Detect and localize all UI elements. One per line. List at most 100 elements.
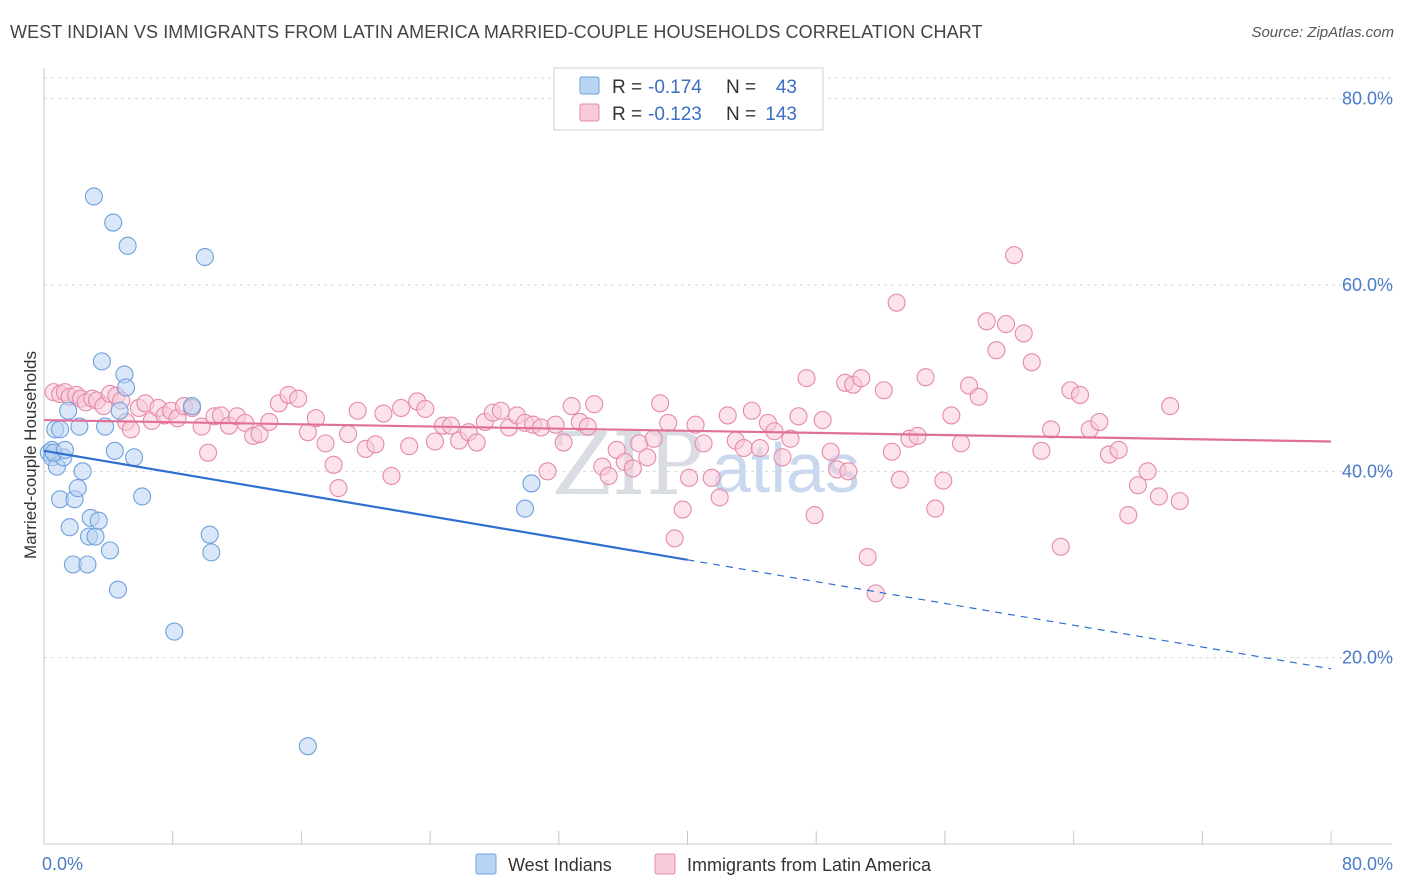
latin-america-point-42 xyxy=(339,424,358,444)
latin-america-point-129 xyxy=(1042,420,1061,439)
west-indians-point-36 xyxy=(200,525,219,544)
west-indians-point-38 xyxy=(298,737,317,756)
latin-america-point-123 xyxy=(987,341,1006,360)
west-indians-point-25 xyxy=(105,441,124,460)
west-indians-point-33 xyxy=(165,622,184,641)
latin-america-point-130 xyxy=(1051,537,1070,556)
latin-america-point-80 xyxy=(644,429,663,448)
latin-america-point-103 xyxy=(821,442,840,461)
latin-america-point-52 xyxy=(425,432,444,451)
latin-america-point-125 xyxy=(1005,246,1024,265)
series-legend-swatch-latin-america xyxy=(654,853,676,875)
west-indians-trend-line xyxy=(43,449,688,561)
west-indians-trend-extension xyxy=(687,559,1332,670)
west-indians-point-14 xyxy=(73,462,92,481)
latin-america-point-69 xyxy=(562,397,581,416)
latin-america-point-38 xyxy=(306,409,325,428)
west-indians-point-12 xyxy=(68,479,87,498)
west-indians-point-34 xyxy=(182,397,202,416)
west-indians-point-23 xyxy=(100,541,120,560)
west-indians-point-9 xyxy=(60,518,79,537)
west-indians-point-13 xyxy=(70,417,89,436)
latin-america-point-47 xyxy=(382,466,401,486)
latin-america-point-88 xyxy=(702,468,721,487)
latin-america-point-85 xyxy=(680,468,699,487)
series-legend-label-latin-america: Immigrants from Latin America xyxy=(687,855,932,875)
latin-america-point-45 xyxy=(366,435,385,454)
series-legend-swatch-west-indians xyxy=(475,853,497,875)
latin-america-point-117 xyxy=(934,471,953,490)
latin-america-point-98 xyxy=(781,429,800,448)
latin-america-point-71 xyxy=(578,417,597,436)
latin-america-point-77 xyxy=(623,459,642,478)
latin-america-point-138 xyxy=(1128,476,1147,495)
west-indians-point-22 xyxy=(96,417,115,436)
stats-legend: R = -0.174 N = 43 R = -0.123 N = 143 xyxy=(553,67,824,131)
west-indians-point-8 xyxy=(59,401,78,420)
latin-america-point-99 xyxy=(789,407,808,426)
latin-america-point-107 xyxy=(852,369,871,388)
latin-america-point-124 xyxy=(996,315,1016,334)
west-indians-point-31 xyxy=(125,448,144,467)
latin-america-point-66 xyxy=(538,462,557,481)
latin-america-point-79 xyxy=(638,448,657,467)
legend-r-value-1: -0.174 xyxy=(648,77,702,98)
y-tick-label-1: 40.0% xyxy=(1342,461,1393,481)
latin-america-point-94 xyxy=(750,438,769,458)
latin-america-point-82 xyxy=(659,413,678,432)
latin-america-point-46 xyxy=(374,404,393,423)
west-indians-point-24 xyxy=(104,213,123,232)
west-indians-point-18 xyxy=(84,187,103,206)
latin-america-point-109 xyxy=(866,584,885,603)
legend-r-label-1: R = xyxy=(612,77,642,98)
latin-america-point-137 xyxy=(1119,506,1138,525)
latin-america-point-25 xyxy=(199,443,218,462)
latin-america-point-127 xyxy=(1022,353,1041,372)
latin-america-point-48 xyxy=(392,398,411,418)
latin-america-point-126 xyxy=(1014,324,1033,343)
west-indians-point-26 xyxy=(108,580,128,599)
y-tick-label-0: 20.0% xyxy=(1342,648,1393,668)
latin-america-point-89 xyxy=(710,488,729,507)
latin-america-point-101 xyxy=(805,506,824,525)
y-tick-labels: 20.0% 40.0% 60.0% 80.0% xyxy=(1342,89,1393,668)
west-indians-point-29 xyxy=(116,378,136,397)
west-indians-point-6 xyxy=(51,420,70,439)
latin-america-point-141 xyxy=(1161,397,1180,416)
latin-america-point-40 xyxy=(324,455,343,474)
latin-america-point-139 xyxy=(1138,462,1157,481)
latin-america-point-67 xyxy=(546,415,565,434)
legend-swatch-pink xyxy=(579,103,600,122)
latin-america-point-81 xyxy=(651,394,670,413)
latin-america-trend-line xyxy=(43,418,1332,443)
latin-america-point-60 xyxy=(491,401,510,420)
y-axis-title: Married-couple Households xyxy=(21,351,40,559)
latin-america-point-132 xyxy=(1070,385,1090,404)
latin-america-point-93 xyxy=(742,401,761,420)
chart-title: WEST INDIAN VS IMMIGRANTS FROM LATIN AME… xyxy=(10,22,983,42)
series-legend: West Indians Immigrants from Latin Ameri… xyxy=(475,853,932,875)
latin-america-point-102 xyxy=(813,411,832,430)
latin-america-point-115 xyxy=(916,368,935,387)
latin-america-point-51 xyxy=(416,399,435,418)
latin-america-point-84 xyxy=(673,500,692,519)
west-indians-point-30 xyxy=(118,236,137,255)
west-indians-point-21 xyxy=(92,352,111,371)
x-tick-labels: 0.0% 80.0% xyxy=(42,854,1393,874)
chart-source: Source: ZipAtlas.com xyxy=(1251,24,1394,41)
latin-america-point-68 xyxy=(554,433,573,452)
latin-america-point-92 xyxy=(734,438,753,458)
series-legend-label-west-indians: West Indians xyxy=(508,855,612,875)
latin-america-point-128 xyxy=(1032,441,1051,460)
latin-america-point-136 xyxy=(1109,440,1128,459)
latin-america-point-32 xyxy=(250,424,269,444)
latin-america-point-97 xyxy=(773,448,792,467)
latin-america-point-49 xyxy=(400,437,419,456)
west-indians-point-39 xyxy=(522,474,541,493)
x-tick-label-0: 0.0% xyxy=(42,854,83,874)
west-indians-point-32 xyxy=(133,487,152,506)
latin-america-point-100 xyxy=(797,369,816,388)
latin-america-point-36 xyxy=(289,389,308,408)
data-points xyxy=(39,187,1189,756)
